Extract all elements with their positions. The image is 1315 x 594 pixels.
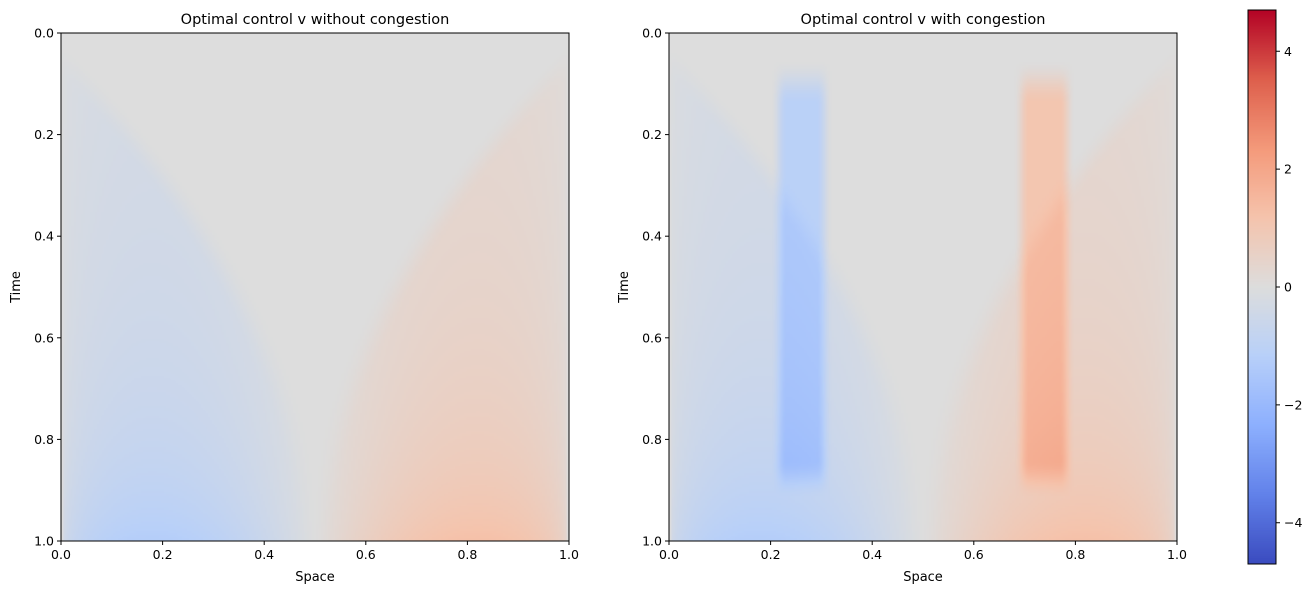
- left-axes-frame: [60, 32, 570, 542]
- right-y-ticks: 0.0 0.2 0.4 0.6 0.8 1.0: [642, 26, 669, 549]
- x-tick-label: 0.4: [862, 547, 882, 562]
- x-tick-label: 1.0: [1167, 547, 1187, 562]
- x-tick-label: 0.8: [1065, 547, 1085, 562]
- right-x-ticks: 0.0 0.2 0.4 0.6 0.8 1.0: [659, 541, 1187, 562]
- y-tick-label: 0.8: [642, 432, 662, 447]
- x-tick-label: 0.0: [51, 547, 71, 562]
- right-x-axis-label: Space: [903, 570, 943, 585]
- y-tick-label: 0.0: [642, 26, 662, 41]
- colorbar-tick-label: 2: [1284, 162, 1292, 177]
- colorbar-tick-label: 0: [1284, 280, 1292, 295]
- colorbar-tick-label: 4: [1284, 44, 1292, 59]
- y-tick-label: 1.0: [642, 534, 662, 549]
- left-y-ticks: 0.0 0.2 0.4 0.6 0.8 1.0: [34, 26, 61, 549]
- y-tick-label: 0.8: [34, 432, 54, 447]
- x-tick-label: 0.6: [964, 547, 984, 562]
- x-tick-label: 0.6: [356, 547, 376, 562]
- y-tick-label: 0.2: [34, 127, 54, 142]
- panel-left: Optimal control v without congestion 0.0…: [9, 12, 579, 585]
- right-axes-frame: [668, 32, 1178, 542]
- y-tick-label: 0.4: [642, 229, 662, 244]
- x-tick-label: 0.2: [761, 547, 781, 562]
- colorbar-tick-label: −4: [1284, 515, 1302, 530]
- x-tick-label: 0.8: [457, 547, 477, 562]
- x-tick-label: 0.4: [254, 547, 274, 562]
- y-tick-label: 0.4: [34, 229, 54, 244]
- y-tick-label: 0.6: [642, 330, 662, 345]
- y-tick-label: 0.6: [34, 330, 54, 345]
- left-x-axis-label: Space: [295, 570, 335, 585]
- y-tick-label: 0.2: [642, 127, 662, 142]
- colorbar-tick-label: −2: [1284, 397, 1302, 412]
- panel-right: Optimal control v with congestion 0.0 0.2…: [617, 12, 1187, 585]
- x-tick-label: 0.0: [659, 547, 679, 562]
- colorbar: −4 −2 0 2 4: [1247, 9, 1302, 565]
- y-tick-label: 0.0: [34, 26, 54, 41]
- right-y-axis-label: Time: [617, 271, 632, 304]
- right-heatmap-image: [669, 33, 1177, 541]
- colorbar-gradient: [1248, 10, 1276, 564]
- left-heatmap-image: [61, 33, 569, 541]
- y-tick-label: 1.0: [34, 534, 54, 549]
- left-chart-title: Optimal control v without congestion: [181, 12, 450, 28]
- colorbar-ticks: −4 −2 0 2 4: [1276, 44, 1302, 530]
- x-tick-label: 0.2: [153, 547, 173, 562]
- left-x-ticks: 0.0 0.2 0.4 0.6 0.8 1.0: [51, 541, 579, 562]
- x-tick-label: 1.0: [559, 547, 579, 562]
- right-chart-title: Optimal control v with congestion: [801, 12, 1046, 28]
- left-y-axis-label: Time: [9, 271, 24, 304]
